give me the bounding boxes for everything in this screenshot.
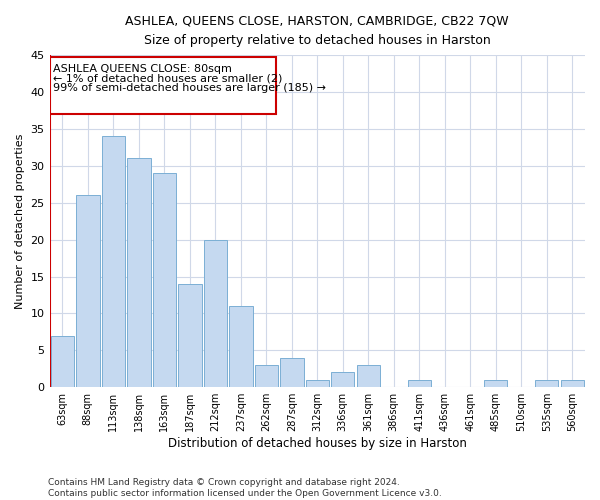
Text: 99% of semi-detached houses are larger (185) →: 99% of semi-detached houses are larger (… <box>53 83 326 93</box>
Bar <box>101 136 125 387</box>
Bar <box>535 380 559 387</box>
Bar <box>50 56 277 114</box>
Bar <box>356 365 380 387</box>
Bar <box>178 284 202 387</box>
Bar <box>407 380 431 387</box>
Y-axis label: Number of detached properties: Number of detached properties <box>15 134 25 309</box>
Bar <box>229 306 253 387</box>
Bar <box>127 158 151 387</box>
Bar <box>152 173 176 387</box>
Bar <box>484 380 508 387</box>
Bar <box>76 196 100 387</box>
Bar <box>203 240 227 387</box>
Text: Contains HM Land Registry data © Crown copyright and database right 2024.
Contai: Contains HM Land Registry data © Crown c… <box>48 478 442 498</box>
Bar <box>280 358 304 387</box>
Bar <box>305 380 329 387</box>
Bar <box>50 336 74 387</box>
Bar <box>331 372 355 387</box>
Text: ASHLEA QUEENS CLOSE: 80sqm: ASHLEA QUEENS CLOSE: 80sqm <box>53 64 232 74</box>
Title: ASHLEA, QUEENS CLOSE, HARSTON, CAMBRIDGE, CB22 7QW
Size of property relative to : ASHLEA, QUEENS CLOSE, HARSTON, CAMBRIDGE… <box>125 15 509 47</box>
Bar <box>560 380 584 387</box>
Bar <box>254 365 278 387</box>
X-axis label: Distribution of detached houses by size in Harston: Distribution of detached houses by size … <box>168 437 467 450</box>
Text: ← 1% of detached houses are smaller (2): ← 1% of detached houses are smaller (2) <box>53 74 283 84</box>
